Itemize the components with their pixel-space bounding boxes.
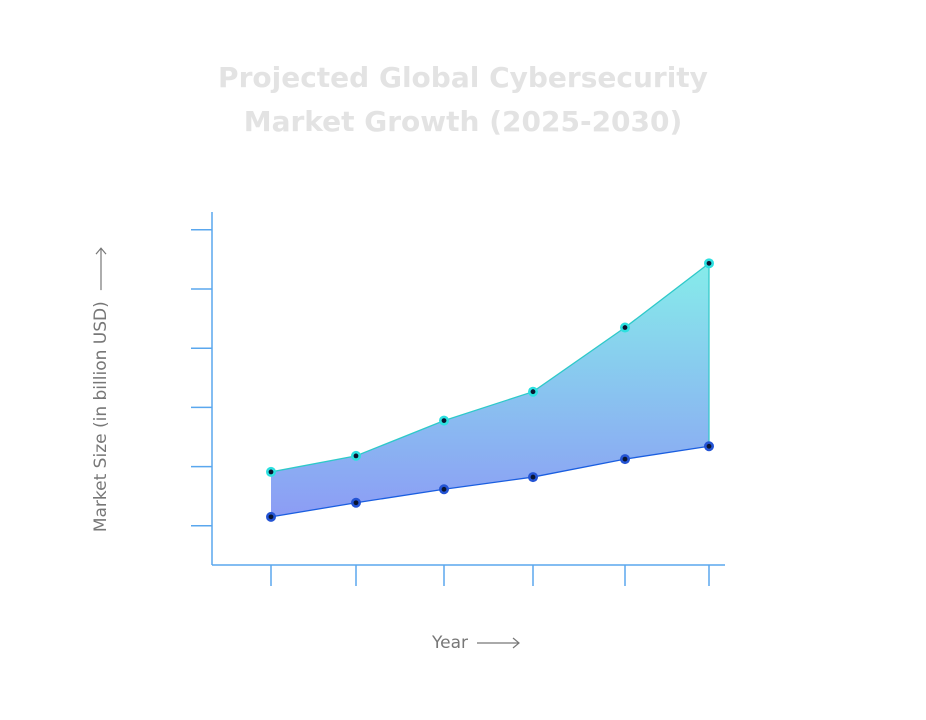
- point-upper-center: [268, 469, 274, 475]
- y-axis-label-text: Market Size (in billion USD): [91, 301, 111, 533]
- point-lower-center: [441, 486, 447, 492]
- area-layer: [271, 263, 710, 517]
- point-upper-center: [353, 453, 359, 459]
- point-lower-center: [268, 514, 274, 520]
- point-lower-center: [622, 456, 628, 462]
- x-axis-label-text: Year: [432, 633, 468, 653]
- series-line-lower: [270, 445, 710, 518]
- chart-title: Projected Global Cybersecurity Market Gr…: [0, 56, 926, 144]
- area-band: [271, 263, 709, 517]
- chart-title-line-2: Market Growth (2025-2030): [243, 105, 683, 138]
- y-axis-arrow-icon: [95, 246, 107, 290]
- point-lower-center: [353, 500, 359, 506]
- point-upper-center: [622, 325, 628, 330]
- point-lower-center: [530, 474, 536, 480]
- point-upper-center: [530, 389, 536, 395]
- x-axis-label: Year: [432, 633, 523, 653]
- point-lower-center: [706, 443, 712, 449]
- axes: [191, 212, 725, 586]
- chart-title-line-1: Projected Global Cybersecurity: [218, 61, 708, 94]
- point-upper-center: [441, 418, 447, 423]
- x-axis-arrow-icon: [477, 637, 521, 649]
- y-axis-label: Market Size (in billion USD): [91, 244, 111, 532]
- point-upper-center: [706, 260, 712, 266]
- series-line-upper: [270, 262, 710, 473]
- series-marks: [266, 258, 714, 522]
